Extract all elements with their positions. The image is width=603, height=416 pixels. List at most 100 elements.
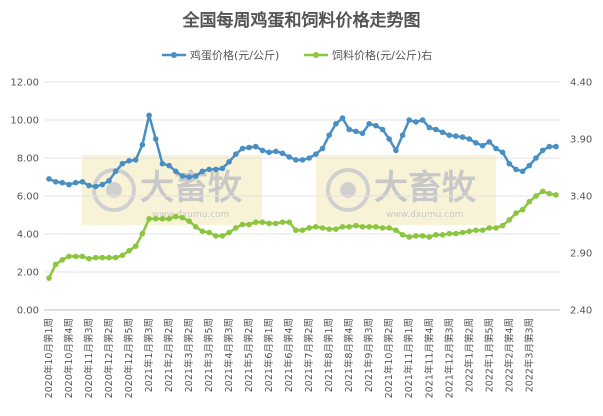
data-point (366, 224, 373, 230)
data-point (266, 220, 272, 227)
data-point (486, 139, 493, 145)
data-point (493, 145, 499, 152)
data-point (259, 219, 266, 225)
data-point (426, 234, 433, 240)
data-point (226, 229, 232, 236)
x-tick-label: 2021年6月第1周 (263, 318, 275, 392)
data-point (519, 168, 526, 175)
y-left-tick-label: 4.00 (17, 230, 39, 241)
x-tick-label: 2021年2月第2周 (163, 318, 175, 392)
data-point (239, 145, 246, 152)
data-point (86, 255, 92, 262)
x-tick-label: 2022年2月第4周 (503, 318, 515, 392)
data-point (513, 166, 519, 173)
x-tick-label: 2021年9月第3周 (363, 318, 375, 392)
watermark-logo-center (106, 182, 122, 198)
data-point (533, 155, 539, 161)
x-tick-label: 2021年12月第3周 (443, 318, 455, 398)
data-point (479, 227, 486, 233)
data-point (72, 179, 79, 186)
series-feed-price (46, 188, 559, 281)
watermark-2: 大畜牧 www.dxumu.com (316, 155, 496, 225)
data-point (106, 254, 112, 261)
data-point (219, 233, 226, 239)
data-point (273, 220, 279, 227)
data-point (179, 173, 186, 179)
watermark-name: 大畜牧 (374, 168, 477, 208)
data-point (246, 221, 252, 228)
data-point (339, 224, 346, 230)
data-point (546, 190, 553, 197)
data-point (246, 144, 252, 151)
chart-title: 全国每周鸡蛋和饲料价格走势图 (182, 10, 421, 31)
data-point (313, 224, 319, 230)
x-tick-label: 2021年11月第4周 (423, 318, 435, 398)
data-point (159, 216, 166, 222)
data-point (519, 206, 526, 213)
data-point (166, 216, 172, 222)
legend-label-feed: 饲料价格(元/公斤)右 (332, 48, 432, 62)
data-point (319, 225, 326, 231)
legend: 鸡蛋价格(元/公斤) 饲料价格(元/公斤)右 (162, 48, 432, 62)
data-point (486, 225, 493, 231)
x-tick-label: 2022年3月第3周 (523, 318, 535, 392)
x-tick-label: 2021年8月第4周 (343, 318, 355, 392)
y-left-tick-label: 10.00 (10, 116, 39, 127)
watermark-logo-center (340, 182, 356, 198)
y-right-tick-label: 4.40 (570, 78, 592, 89)
data-point (333, 121, 339, 127)
data-point (213, 233, 219, 239)
data-point (506, 160, 513, 167)
data-point (326, 226, 333, 232)
data-point (446, 132, 453, 138)
data-point (112, 254, 119, 261)
data-point (459, 134, 466, 140)
data-point (306, 155, 313, 161)
data-point (406, 117, 413, 123)
y-right-tick-label: 3.40 (570, 192, 592, 203)
data-point (393, 227, 399, 233)
data-point (279, 150, 286, 157)
data-point (346, 224, 353, 230)
legend-item-feed: 饲料价格(元/公斤)右 (304, 48, 432, 62)
data-point (253, 219, 259, 225)
data-point (179, 214, 186, 221)
data-point (526, 198, 533, 205)
data-point (493, 225, 499, 231)
data-point (99, 181, 106, 188)
series-layer (46, 112, 559, 281)
y-left-tick-label: 8.00 (17, 154, 39, 165)
x-tick-label: 2021年4月第3周 (223, 318, 235, 392)
data-point (273, 148, 279, 155)
data-point (152, 136, 159, 142)
data-point (213, 166, 219, 173)
data-point (46, 176, 52, 182)
data-point (259, 147, 266, 154)
data-point (279, 219, 286, 225)
data-point (439, 232, 446, 238)
data-point (399, 232, 406, 238)
data-point (66, 253, 72, 260)
data-point (386, 225, 393, 231)
x-tick-label: 2021年5月第2周 (243, 318, 255, 392)
x-tick-label: 2021年3月第5周 (203, 318, 215, 392)
data-point (286, 219, 293, 225)
data-point (366, 121, 373, 127)
data-point (353, 222, 359, 229)
data-point (299, 227, 306, 233)
data-point (539, 188, 546, 195)
data-point (206, 229, 212, 236)
data-point (453, 230, 459, 237)
data-point (152, 216, 159, 222)
data-point (499, 222, 506, 229)
data-point (439, 129, 446, 136)
data-point (353, 128, 359, 135)
x-tick-label: 2020年10月第4周 (63, 318, 75, 398)
y-axis-right-ticks: 2.40 2.90 3.40 3.90 4.40 (570, 78, 592, 317)
data-point (146, 112, 152, 119)
data-point (66, 181, 72, 188)
data-point (52, 179, 59, 185)
data-point (553, 192, 559, 198)
data-point (513, 210, 519, 216)
data-point (59, 257, 66, 263)
